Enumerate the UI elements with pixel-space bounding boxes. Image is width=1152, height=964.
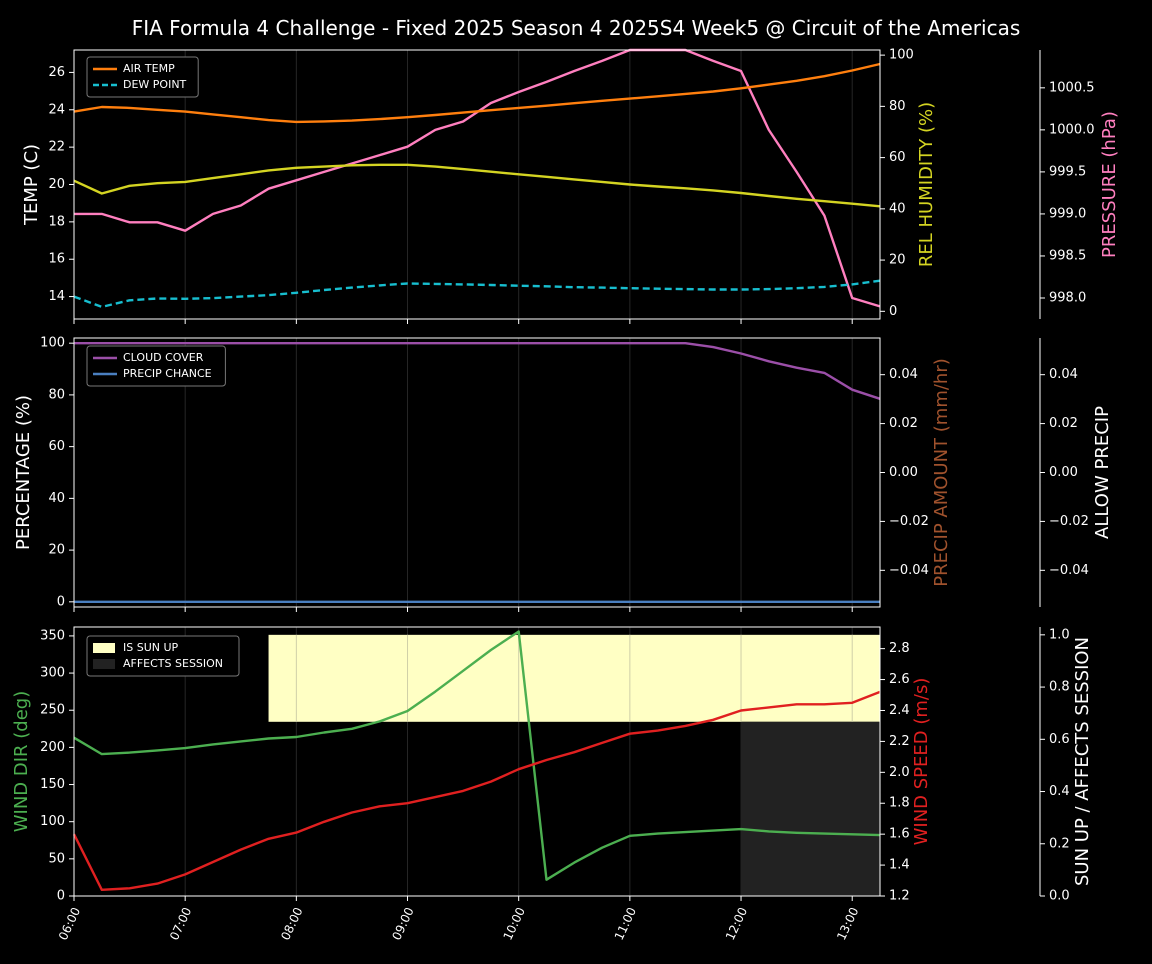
legend-swatch	[93, 643, 115, 653]
y-right-tick-label: 40	[889, 201, 906, 216]
y-right-tick-label: 0.00	[889, 465, 918, 480]
series-humidity-line	[73, 163, 881, 208]
y-tick-label: 0	[57, 889, 65, 904]
y-tick-label: 50	[48, 851, 65, 866]
y-right-tick-label: 1.2	[889, 889, 910, 904]
y-tick-label: 16	[48, 252, 65, 267]
legend-label: AIR TEMP	[123, 62, 175, 75]
y-tick-label: 20	[48, 177, 65, 192]
y-tick-label: 0	[57, 594, 65, 609]
legend-swatch	[93, 659, 115, 669]
y-tick-label: 300	[40, 666, 65, 681]
y-right-tick-label: 0	[889, 304, 897, 319]
y-right2-axis-label: SUN UP / AFFECTS SESSION	[1072, 637, 1093, 886]
chart-title: FIA Formula 4 Challenge - Fixed 2025 Sea…	[132, 16, 1021, 40]
y-right2-tick-label: 998.0	[1049, 290, 1086, 305]
y-right2-tick-label: 0.04	[1049, 367, 1078, 382]
plot-area-1	[74, 50, 880, 319]
plot-frame-3	[73, 626, 881, 897]
y-right-tick-label: 0.02	[889, 416, 918, 431]
y-right-tick-label: 2.0	[889, 765, 910, 780]
y-right2-axis-label: PRESSURE (hPa)	[1099, 111, 1120, 258]
y-tick-label: 150	[40, 777, 65, 792]
y-right2-tick-label: 0.6	[1049, 732, 1070, 747]
legend-label: DEW POINT	[123, 78, 187, 91]
y-right2-tick-label: 999.0	[1049, 206, 1086, 221]
y-right-axis-label: PRECIP AMOUNT (mm/hr)	[931, 358, 952, 587]
y-right-tick-label: −0.04	[889, 563, 929, 578]
y-tick-label: 40	[48, 491, 65, 506]
y-tick-label: 100	[40, 814, 65, 829]
y-right2-tick-label: −0.04	[1049, 563, 1089, 578]
y-right-tick-label: 1.4	[889, 858, 910, 873]
series-cloud-cover-line	[74, 342, 881, 400]
legend-label: CLOUD COVER	[123, 351, 204, 364]
y-right-tick-label: 2.6	[889, 672, 910, 687]
legend-label: IS SUN UP	[123, 641, 179, 654]
y-right-tick-label: 0.04	[889, 367, 918, 382]
y-right-axis-label: REL HUMIDITY (%)	[916, 102, 937, 267]
band-sun-up	[268, 634, 880, 722]
y-right2-tick-label: 0.0	[1049, 889, 1070, 904]
y-tick-label: 14	[48, 289, 65, 304]
y-tick-label: 18	[48, 214, 65, 229]
y-right-tick-label: 2.8	[889, 641, 910, 656]
y-right2-tick-label: 1.0	[1049, 627, 1070, 642]
legend-label: PRECIP CHANCE	[123, 367, 212, 380]
y-tick-label: 60	[48, 439, 65, 454]
y-right2-tick-label: 0.8	[1049, 680, 1070, 695]
y-axis-label: WIND DIR (deg)	[11, 691, 32, 833]
y-right2-tick-label: 0.00	[1049, 465, 1078, 480]
band-affects-session	[741, 721, 880, 896]
y-right2-tick-label: 1000.0	[1049, 122, 1095, 137]
y-tick-label: 80	[48, 387, 65, 402]
y-right2-tick-label: 1000.5	[1049, 80, 1095, 95]
y-right-tick-label: 20	[889, 253, 906, 268]
y-tick-label: 20	[48, 543, 65, 558]
legend-box	[86, 635, 240, 677]
y-tick-label: 350	[40, 628, 65, 643]
y-right2-tick-label: −0.02	[1049, 514, 1089, 529]
series-wind-speed-line	[72, 690, 881, 891]
legend-box	[86, 345, 226, 387]
y-right2-tick-label: 0.2	[1049, 836, 1070, 851]
y-right2-axis-label: ALLOW PRECIP	[1092, 406, 1113, 539]
y-right-tick-label: 1.6	[889, 827, 910, 842]
y-right-tick-label: 80	[889, 99, 906, 114]
y-tick-label: 22	[48, 140, 65, 155]
series-wind-dir-line	[73, 630, 881, 881]
y-tick-label: 200	[40, 740, 65, 755]
y-tick-label: 24	[48, 102, 65, 117]
y-right2-tick-label: 0.4	[1049, 784, 1070, 799]
y-right-tick-label: 1.8	[889, 796, 910, 811]
y-axis-label: PERCENTAGE (%)	[13, 395, 34, 550]
series-air-temp-line	[73, 62, 881, 124]
y-tick-label: 100	[40, 336, 65, 351]
y-tick-label: 250	[40, 703, 65, 718]
legend-box	[86, 56, 199, 98]
legend-label: AFFECTS SESSION	[123, 657, 223, 670]
y-axis-label: TEMP (C)	[21, 144, 42, 226]
y-right-tick-label: 60	[889, 150, 906, 165]
y-right-tick-label: 2.4	[889, 703, 910, 718]
y-right-tick-label: 2.2	[889, 734, 910, 749]
y-right-axis-label: WIND SPEED (m/s)	[911, 678, 932, 846]
series-dew-point-line	[73, 279, 881, 309]
y-tick-label: 26	[48, 65, 65, 80]
y-right2-tick-label: 999.5	[1049, 164, 1086, 179]
y-right2-tick-label: 0.02	[1049, 416, 1078, 431]
y-right2-tick-label: 998.5	[1049, 248, 1086, 263]
y-right-tick-label: −0.02	[889, 514, 929, 529]
y-right-tick-label: 100	[889, 48, 914, 63]
